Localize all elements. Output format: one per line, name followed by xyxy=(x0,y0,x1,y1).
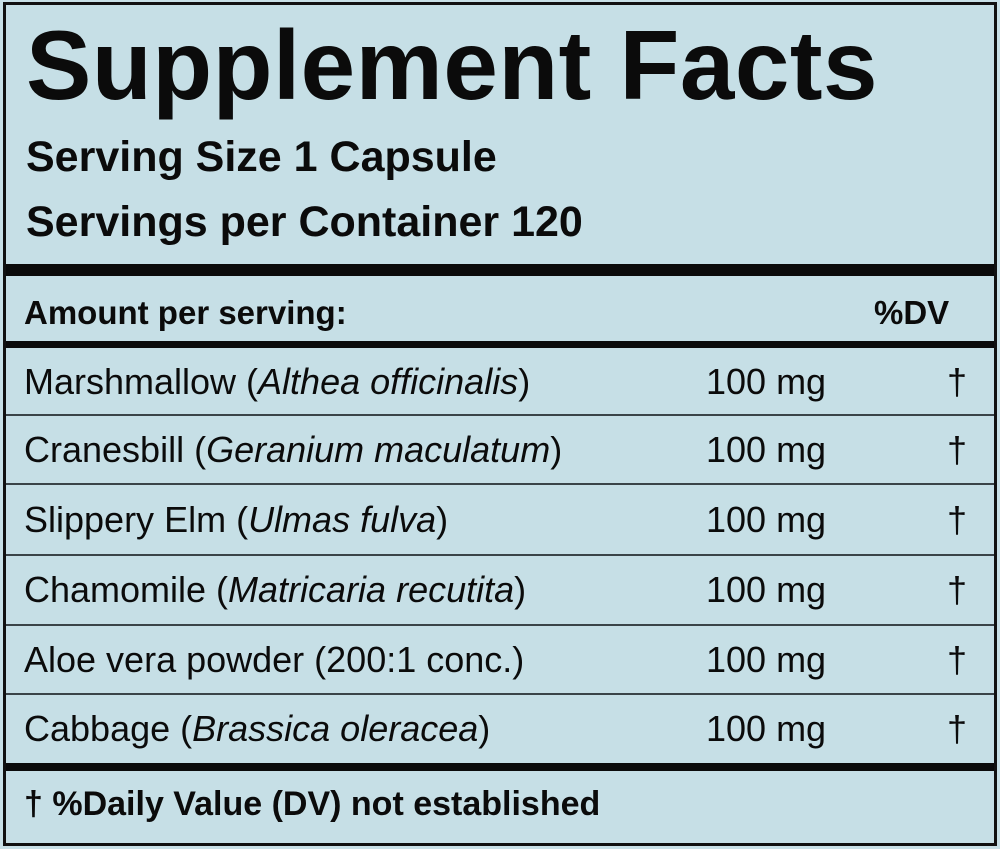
paren-close: ) xyxy=(514,569,527,610)
ingredient-name: Aloe vera powder (200:1 conc.) xyxy=(24,639,524,681)
table-row: Aloe vera powder (200:1 conc.) 100 mg † xyxy=(6,625,994,694)
supplement-facts-label: Supplement Facts Serving Size 1 Capsule … xyxy=(3,2,997,846)
row-divider xyxy=(6,624,994,626)
ingredient-amount: 100 mg xyxy=(706,499,827,540)
paren-close: ) xyxy=(518,361,531,402)
ingredient-name: Slippery Elm (Ulmas fulva) xyxy=(24,499,448,541)
ingredient-latin-name: Althea officinalis xyxy=(258,361,519,402)
ingredient-amount: 100 mg xyxy=(706,569,827,610)
table-row: Cranesbill (Geranium maculatum) 100 mg † xyxy=(6,415,994,484)
divider-thick xyxy=(6,264,994,276)
divider-thick xyxy=(6,341,994,348)
ingredient-common-name: Marshmallow ( xyxy=(24,361,259,402)
ingredient-amount: 100 mg xyxy=(706,639,827,680)
label-title: Supplement Facts xyxy=(26,10,879,120)
ingredient-common-name: Slippery Elm ( xyxy=(24,499,249,540)
ingredient-common-name: Cranesbill ( xyxy=(24,429,207,470)
ingredient-common-name: Chamomile ( xyxy=(24,569,229,610)
table-header: Amount per serving: %DV xyxy=(6,278,994,343)
dagger-icon: † xyxy=(947,639,968,680)
ingredient-latin-name: Ulmas fulva xyxy=(248,499,437,540)
dagger-icon: † xyxy=(947,429,968,470)
serving-size: Serving Size 1 Capsule xyxy=(26,133,497,181)
ingredient-amount: 100 mg xyxy=(706,361,827,402)
row-divider xyxy=(6,693,994,695)
ingredient-common-name: Aloe vera powder (200:1 conc.) xyxy=(24,639,525,680)
ingredient-name: Cabbage (Brassica oleracea) xyxy=(24,708,490,750)
paren-close: ) xyxy=(478,708,491,749)
row-divider xyxy=(6,483,994,485)
ingredient-latin-name: Geranium maculatum xyxy=(206,429,551,470)
ingredient-amount: 100 mg xyxy=(706,429,827,470)
table-row: Cabbage (Brassica oleracea) 100 mg † xyxy=(6,694,994,763)
ingredient-name: Chamomile (Matricaria recutita) xyxy=(24,569,526,611)
footnote: † %Daily Value (DV) not established xyxy=(24,785,601,823)
ingredient-latin-name: Brassica oleracea xyxy=(192,708,479,749)
dagger-icon: † xyxy=(947,569,968,610)
table-row: Slippery Elm (Ulmas fulva) 100 mg † xyxy=(6,484,994,555)
servings-per-container: Servings per Container 120 xyxy=(26,198,583,246)
ingredient-name: Marshmallow (Althea officinalis) xyxy=(24,361,530,403)
paren-close: ) xyxy=(550,429,563,470)
ingredient-amount: 100 mg xyxy=(706,708,827,749)
dagger-icon: † xyxy=(947,361,968,402)
divider-thick xyxy=(6,763,994,771)
row-divider xyxy=(6,554,994,556)
header-amount: Amount per serving: xyxy=(24,294,347,331)
paren-close: ) xyxy=(436,499,449,540)
dagger-icon: † xyxy=(947,708,968,749)
row-divider xyxy=(6,414,994,416)
ingredient-latin-name: Matricaria recutita xyxy=(228,569,515,610)
ingredient-common-name: Cabbage ( xyxy=(24,708,193,749)
header-dv: %DV xyxy=(874,294,950,331)
ingredient-name: Cranesbill (Geranium maculatum) xyxy=(24,429,562,471)
dagger-icon: † xyxy=(947,499,968,540)
table-row: Chamomile (Matricaria recutita) 100 mg † xyxy=(6,555,994,625)
table-row: Marshmallow (Althea officinalis) 100 mg … xyxy=(6,348,994,415)
